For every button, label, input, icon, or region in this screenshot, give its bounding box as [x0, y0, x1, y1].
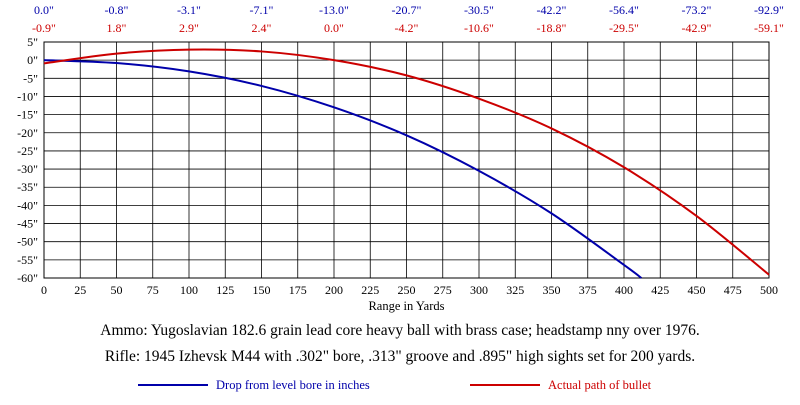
legend-drop-label: Drop from level bore in inches [216, 378, 370, 392]
x-tick-label: 350 [543, 283, 561, 297]
y-tick-label: -55" [17, 253, 38, 267]
drop-series-line [43, 59, 643, 279]
x-tick-label: 375 [579, 283, 597, 297]
top-path-label: 2.9" [179, 21, 199, 35]
x-tick-label: 400 [615, 283, 633, 297]
legend-path-label: Actual path of bullet [548, 378, 652, 392]
y-tick-label: -50" [17, 235, 38, 249]
x-tick-label: 250 [398, 283, 416, 297]
top-drop-label: -20.7" [392, 3, 422, 17]
y-tick-label: 5" [27, 35, 38, 49]
y-tick-label: 0" [27, 53, 38, 67]
ammo-caption: Ammo: Yugoslavian 182.6 grain lead core … [100, 322, 700, 339]
y-tick-label: -15" [17, 108, 38, 122]
top-path-label: -10.6" [464, 21, 494, 35]
x-tick-label: 450 [688, 283, 706, 297]
y-tick-label: -30" [17, 162, 38, 176]
x-tick-label: 75 [147, 283, 159, 297]
top-path-label: -4.2" [395, 21, 419, 35]
top-drop-label: -0.8" [105, 3, 129, 17]
top-drop-label: -7.1" [250, 3, 274, 17]
top-path-label: -18.8" [537, 21, 567, 35]
x-tick-label: 425 [651, 283, 669, 297]
top-path-label: -59.1" [754, 21, 784, 35]
top-path-label: -29.5" [609, 21, 639, 35]
top-path-label: -42.9" [682, 21, 712, 35]
x-tick-label: 25 [74, 283, 86, 297]
y-tick-label: -40" [17, 198, 38, 212]
rifle-caption: Rifle: 1945 Izhevsk M44 with .302" bore,… [104, 348, 696, 365]
y-tick-label: -60" [17, 271, 38, 285]
y-tick-label: -25" [17, 144, 38, 158]
x-tick-label: 275 [434, 283, 452, 297]
top-drop-label: -30.5" [464, 3, 494, 17]
x-tick-label: 500 [760, 283, 778, 297]
x-tick-label: 225 [361, 283, 379, 297]
y-tick-label: -20" [17, 126, 38, 140]
top-drop-label: -92.9" [754, 3, 784, 17]
x-tick-label: 150 [253, 283, 271, 297]
top-drop-label: -42.2" [537, 3, 567, 17]
x-tick-label: 325 [506, 283, 524, 297]
top-path-label: 1.8" [107, 21, 127, 35]
top-path-label: 2.4" [252, 21, 272, 35]
top-drop-label: -73.2" [682, 3, 712, 17]
y-tick-label: -35" [17, 180, 38, 194]
y-tick-label: -5" [23, 71, 38, 85]
x-tick-label: 50 [111, 283, 123, 297]
x-tick-label: 100 [180, 283, 198, 297]
x-tick-label: 475 [724, 283, 742, 297]
y-tick-label: -10" [17, 89, 38, 103]
top-drop-label: -3.1" [177, 3, 201, 17]
top-path-label: 0.0" [324, 21, 344, 35]
path-series-line [43, 48, 770, 276]
top-path-label: -0.9" [32, 21, 56, 35]
top-drop-label: -13.0" [319, 3, 349, 17]
x-tick-label: 0 [41, 283, 47, 297]
x-axis-label: Range in Yards [368, 299, 444, 313]
y-tick-label: -45" [17, 217, 38, 231]
x-tick-label: 175 [289, 283, 307, 297]
top-drop-label: 0.0" [34, 3, 54, 17]
x-tick-label: 125 [216, 283, 234, 297]
x-tick-label: 200 [325, 283, 343, 297]
x-tick-label: 300 [470, 283, 488, 297]
top-drop-label: -56.4" [609, 3, 639, 17]
